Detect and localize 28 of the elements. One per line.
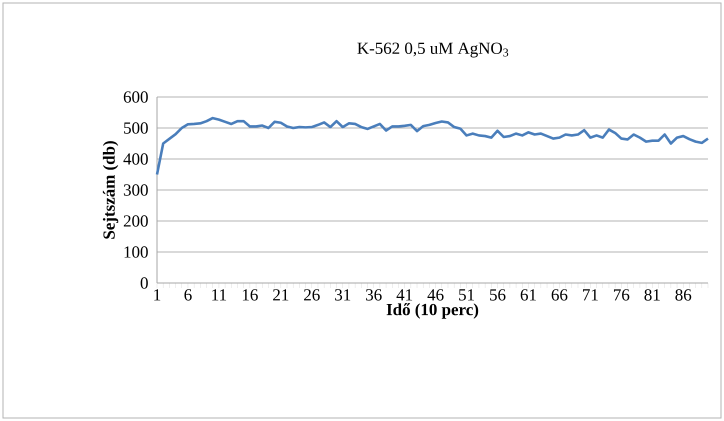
y-tick-label: 400 [123, 153, 148, 165]
x-tick-label: 21 [273, 289, 288, 300]
y-tick-label: 100 [124, 246, 148, 258]
x-tick-label: 46 [427, 289, 444, 301]
x-tick-label: 81 [644, 289, 660, 301]
y-tick-label: 600 [124, 91, 148, 103]
y-axis-title: Sejtszám (db) [102, 141, 118, 239]
x-tick-label: 71 [583, 289, 598, 300]
x-tick-label: 36 [366, 289, 382, 301]
y-tick-label: 500 [124, 122, 148, 134]
x-tick-label: 61 [520, 289, 536, 301]
x-tick-label: 51 [459, 289, 474, 301]
x-axis-title: Idő (10 perc) [386, 303, 478, 319]
x-tick-label: 31 [335, 289, 350, 301]
y-tick-label: 300 [124, 184, 148, 196]
x-tick-label: 66 [552, 289, 568, 301]
chart-title: K-562 0,5 uM AgNO$_{3}$ [357, 42, 508, 58]
x-tick-label: 41 [396, 289, 412, 300]
y-tick-label: 200 [124, 215, 148, 227]
x-tick-label: 26 [304, 289, 320, 301]
x-tick-label: 6 [184, 289, 192, 301]
x-tick-label: 56 [490, 289, 506, 301]
y-tick-label: 0 [140, 277, 148, 289]
x-tick-label: 16 [242, 289, 258, 301]
x-tick-label: 86 [675, 289, 692, 301]
x-tick-label: 11 [212, 289, 226, 300]
x-tick-label: 1 [154, 289, 160, 300]
x-tick-label: 76 [614, 289, 630, 301]
